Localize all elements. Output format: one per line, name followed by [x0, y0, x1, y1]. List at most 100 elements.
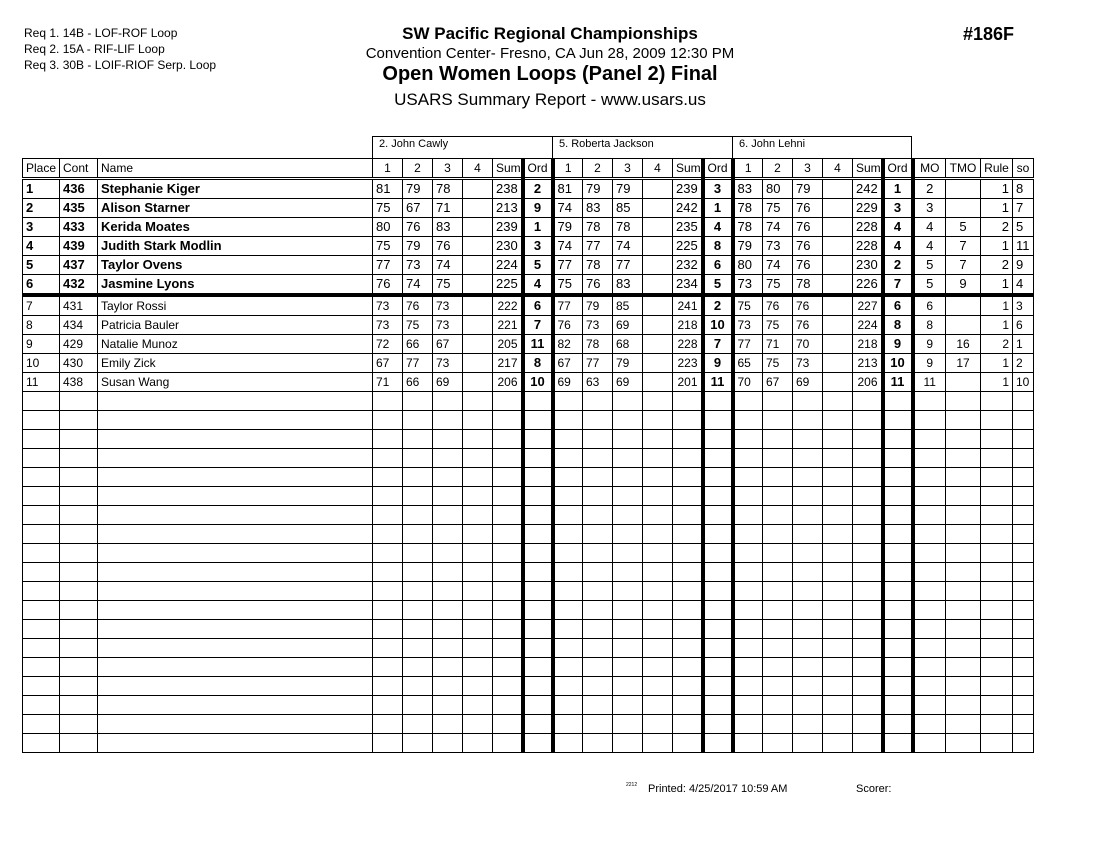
score-cell: [612, 638, 643, 658]
sum-cell: 224: [852, 315, 883, 335]
score-cell: [462, 524, 493, 544]
rule-cell: [980, 657, 1013, 677]
score-cell: 72: [372, 334, 403, 354]
score-cell: 75: [762, 198, 793, 218]
score-cell: [762, 505, 793, 525]
score-cell: [730, 600, 763, 620]
score-cell: 83: [582, 198, 613, 218]
sum-cell: [492, 410, 523, 430]
ord-cell: [880, 562, 913, 582]
score-cell: [432, 410, 463, 430]
score-cell: 69: [550, 372, 583, 392]
ord-cell: 11: [520, 334, 553, 354]
tmo-cell: [945, 638, 981, 658]
table-row: [22, 638, 1034, 658]
table-row: [22, 467, 1034, 487]
score-cell: [432, 676, 463, 696]
name-cell: [97, 543, 373, 563]
sum-cell: [852, 562, 883, 582]
score-cell: 76: [792, 217, 823, 237]
score-cell: [550, 562, 583, 582]
so-cell: [1012, 429, 1034, 449]
score-cell: 76: [792, 315, 823, 335]
rule-cell: 1: [980, 198, 1013, 218]
score-cell: 75: [432, 274, 463, 297]
column-header-judge: 4: [642, 158, 673, 180]
score-cell: [730, 524, 763, 544]
requirement: Req 2. 15A - RIF-LIF Loop: [24, 42, 165, 56]
column-header-tmo: TMO: [945, 158, 981, 180]
ord-cell: [520, 448, 553, 468]
mo-cell: 2: [910, 178, 946, 199]
cont-cell: 431: [59, 294, 98, 316]
ord-cell: [700, 524, 733, 544]
column-header-judge: 3: [432, 158, 463, 180]
rule-cell: [980, 638, 1013, 658]
mo-cell: [910, 714, 946, 734]
score-cell: [642, 695, 673, 715]
sum-cell: [852, 467, 883, 487]
score-cell: 77: [402, 353, 433, 373]
so-cell: 8: [1012, 178, 1034, 199]
score-cell: [822, 315, 853, 335]
score-cell: [402, 410, 433, 430]
score-cell: [762, 581, 793, 601]
score-cell: 79: [582, 178, 613, 199]
event-code: #186F: [963, 24, 1015, 44]
score-cell: [462, 372, 493, 392]
table-row: [22, 486, 1034, 506]
score-cell: 76: [762, 294, 793, 316]
score-cell: [372, 391, 403, 411]
ord-cell: 1: [880, 178, 913, 199]
score-cell: [550, 619, 583, 639]
score-cell: [582, 619, 613, 639]
score-cell: [402, 581, 433, 601]
score-cell: [462, 581, 493, 601]
score-cell: 78: [432, 178, 463, 199]
score-cell: [582, 562, 613, 582]
score-cell: [462, 619, 493, 639]
score-cell: [642, 274, 673, 297]
score-cell: [402, 600, 433, 620]
score-cell: [582, 695, 613, 715]
ord-cell: 2: [700, 294, 733, 316]
score-cell: [550, 467, 583, 487]
ord-cell: [880, 581, 913, 601]
score-cell: 70: [792, 334, 823, 354]
column-header-so: so: [1012, 158, 1034, 180]
score-cell: [612, 657, 643, 677]
score-cell: [372, 638, 403, 658]
score-cell: [730, 467, 763, 487]
mo-cell: [910, 391, 946, 411]
mo-cell: 5: [910, 274, 946, 297]
ord-cell: [520, 410, 553, 430]
rule-cell: [980, 714, 1013, 734]
score-cell: [730, 676, 763, 696]
score-cell: [642, 657, 673, 677]
name-cell: [97, 486, 373, 506]
score-cell: 63: [582, 372, 613, 392]
table-row: [22, 714, 1034, 734]
mo-cell: 11: [910, 372, 946, 392]
sum-cell: [852, 600, 883, 620]
column-header-judge: 2: [582, 158, 613, 180]
ord-cell: [520, 714, 553, 734]
tmo-cell: [945, 657, 981, 677]
rule-cell: 2: [980, 217, 1013, 237]
place-cell: [22, 581, 60, 601]
score-cell: [462, 236, 493, 256]
score-cell: [462, 657, 493, 677]
score-cell: 75: [762, 315, 793, 335]
judge-name: 2. John Cawly: [372, 137, 552, 158]
score-cell: 75: [550, 274, 583, 297]
place-cell: [22, 562, 60, 582]
score-cell: 76: [402, 294, 433, 316]
ord-cell: [520, 562, 553, 582]
score-cell: [372, 524, 403, 544]
score-cell: [822, 467, 853, 487]
sum-cell: [672, 638, 703, 658]
sum-cell: [672, 410, 703, 430]
score-cell: [372, 619, 403, 639]
score-cell: [822, 695, 853, 715]
score-cell: 68: [612, 334, 643, 354]
